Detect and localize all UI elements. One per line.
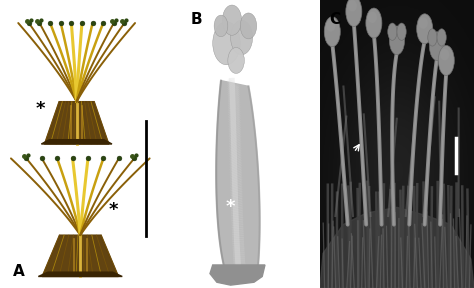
Polygon shape — [320, 207, 474, 288]
Text: C: C — [329, 12, 340, 26]
Ellipse shape — [213, 22, 240, 65]
Ellipse shape — [214, 15, 228, 37]
Ellipse shape — [228, 48, 245, 73]
Circle shape — [397, 23, 406, 40]
Ellipse shape — [230, 20, 253, 55]
Ellipse shape — [240, 13, 257, 39]
Ellipse shape — [368, 12, 377, 23]
Circle shape — [437, 29, 447, 46]
Ellipse shape — [440, 49, 449, 60]
Circle shape — [388, 23, 397, 40]
Ellipse shape — [348, 0, 357, 12]
Text: *: * — [226, 198, 236, 216]
Circle shape — [429, 32, 445, 60]
Circle shape — [417, 14, 433, 44]
Circle shape — [366, 8, 382, 38]
Text: *: * — [36, 101, 45, 118]
Ellipse shape — [326, 20, 336, 32]
Text: A: A — [13, 264, 25, 279]
Circle shape — [324, 17, 340, 47]
Polygon shape — [45, 102, 109, 144]
Polygon shape — [216, 81, 260, 265]
Polygon shape — [210, 265, 265, 285]
Polygon shape — [38, 272, 122, 276]
Circle shape — [346, 0, 362, 26]
Polygon shape — [41, 140, 112, 144]
Circle shape — [428, 29, 437, 46]
Circle shape — [438, 46, 454, 75]
Polygon shape — [42, 235, 118, 276]
Circle shape — [389, 26, 405, 55]
Text: *: * — [109, 201, 118, 219]
Ellipse shape — [419, 17, 428, 29]
Ellipse shape — [222, 5, 242, 35]
Text: B: B — [191, 12, 202, 26]
